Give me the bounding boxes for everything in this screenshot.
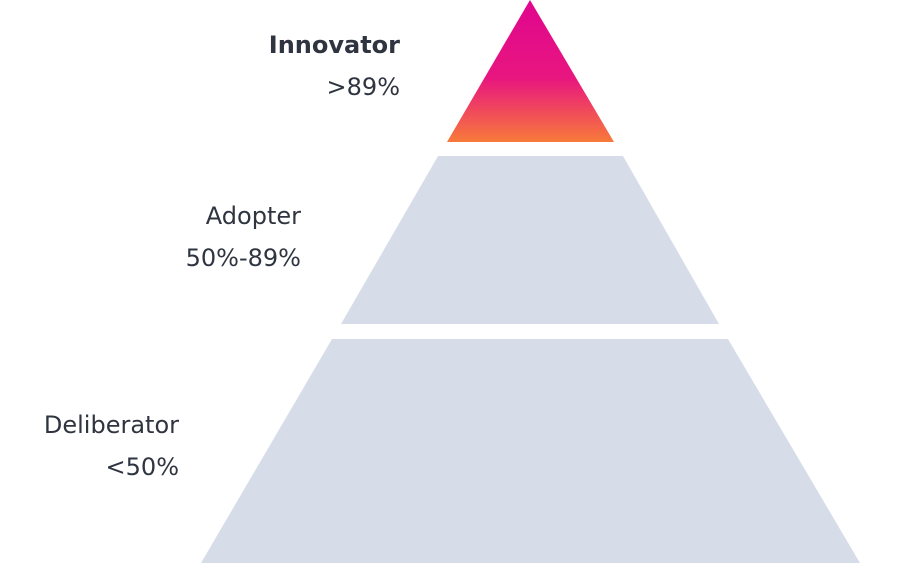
tier-label-deliberator: Deliberator <50% [44,404,179,488]
tier-name: Innovator [268,31,400,59]
tier-range: 50%-89% [185,244,301,272]
tier-label-innovator: Innovator >89% [269,24,400,108]
pyramid-tier-adopter [341,156,719,324]
tier-label-adopter: Adopter 50%-89% [186,195,301,279]
pyramid-tier-deliberator [201,339,860,563]
tier-name: Adopter [205,202,301,230]
tier-name: Deliberator [43,411,179,439]
tier-range: <50% [105,453,179,481]
tier-range: >89% [326,73,400,101]
pyramid-tier-innovator [447,0,614,142]
